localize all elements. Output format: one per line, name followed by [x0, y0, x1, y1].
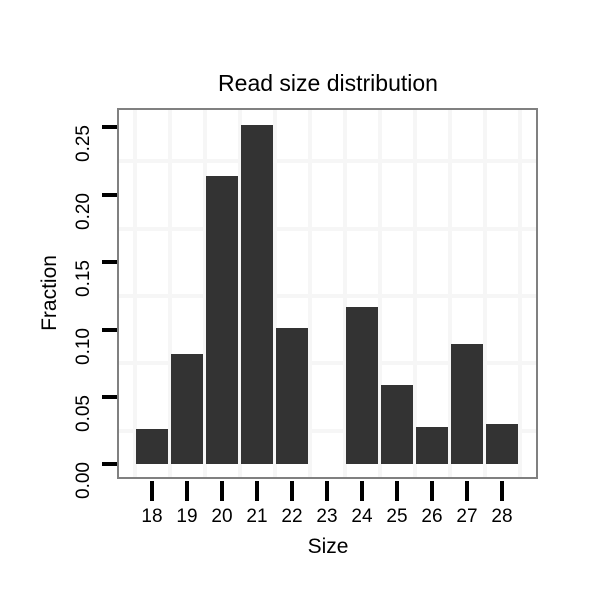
vertical-gridline: [517, 110, 522, 477]
y-tick-label: 0.05: [73, 395, 94, 432]
chart-title: Read size distribution: [218, 70, 438, 96]
bar-size-26: [416, 426, 448, 465]
vertical-gridline: [272, 110, 277, 477]
bar-size-22: [276, 328, 308, 465]
vertical-gridline: [237, 110, 242, 477]
y-tick-label: 0.00: [73, 462, 94, 500]
y-axis-title: Fraction: [38, 255, 61, 331]
vertical-gridline: [447, 110, 452, 477]
y-tick-mark: [102, 260, 117, 265]
bar-size-21: [241, 124, 273, 465]
y-tick-mark: [102, 192, 117, 197]
x-tick-label: 18: [141, 506, 163, 527]
x-tick-label: 27: [456, 506, 478, 527]
x-tick-label: 23: [316, 506, 338, 527]
vertical-gridline: [377, 110, 382, 477]
x-tick-mark: [500, 481, 504, 501]
x-tick-label: 26: [421, 506, 443, 527]
x-tick-label: 28: [491, 506, 513, 527]
y-tick-mark: [102, 395, 117, 399]
horizontal-gridline: [119, 428, 536, 433]
x-tick-mark: [150, 481, 154, 501]
bar-size-25: [381, 384, 413, 465]
vertical-gridline: [412, 110, 417, 477]
x-tick-label: 19: [176, 506, 198, 527]
y-tick-label: 0.25: [73, 125, 94, 163]
vertical-gridline: [202, 110, 207, 477]
x-tick-mark: [430, 481, 434, 501]
y-tick-mark: [102, 125, 117, 130]
x-tick-mark: [185, 481, 189, 501]
x-tick-label: 22: [281, 506, 303, 527]
x-tick-label: 25: [386, 506, 408, 527]
horizontal-gridline: [119, 361, 536, 366]
vertical-gridline: [167, 110, 172, 477]
vertical-gridline: [132, 110, 137, 477]
bar-size-27: [451, 344, 483, 465]
x-tick-mark: [255, 481, 259, 501]
bar-size-28: [486, 423, 518, 465]
vertical-gridline: [482, 110, 487, 477]
bar-size-20: [206, 175, 238, 465]
x-tick-label: 20: [211, 506, 233, 527]
x-tick-mark: [325, 481, 329, 501]
x-tick-mark: [395, 481, 399, 501]
horizontal-gridline: [119, 159, 536, 164]
x-tick-mark: [465, 481, 469, 501]
x-tick-mark: [220, 481, 224, 501]
y-tick-label: 0.15: [73, 260, 94, 298]
bar-size-24: [346, 306, 378, 465]
bar-size-18: [136, 429, 168, 465]
x-tick-label: 24: [351, 506, 373, 527]
horizontal-gridline: [119, 226, 536, 231]
y-tick-mark: [102, 327, 117, 332]
vertical-gridline: [307, 110, 312, 477]
y-tick-label: 0.20: [73, 192, 94, 230]
x-tick-label: 21: [246, 506, 268, 527]
bar-size-19: [171, 353, 203, 465]
y-tick-mark: [102, 462, 117, 467]
x-tick-mark: [360, 481, 364, 501]
vertical-gridline: [342, 110, 347, 477]
y-tick-label: 0.10: [73, 327, 94, 365]
x-axis-title: Size: [307, 535, 349, 558]
horizontal-gridline: [119, 293, 536, 298]
x-tick-mark: [290, 481, 294, 501]
